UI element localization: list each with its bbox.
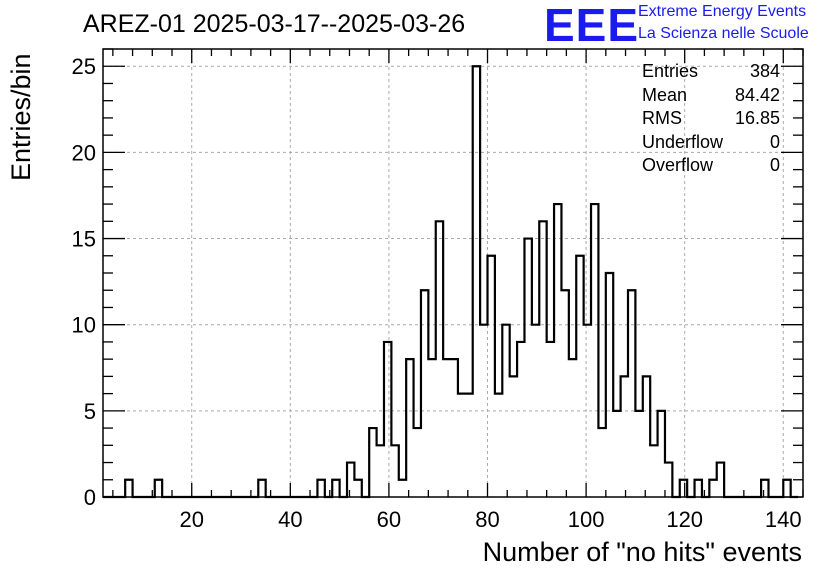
- histogram-bin: [347, 463, 354, 497]
- histogram-bin: [369, 428, 376, 497]
- stats-label: Entries: [642, 61, 699, 81]
- stats-value: 84.42: [734, 84, 780, 105]
- histogram-bin: [155, 480, 162, 497]
- histogram-bin: [414, 428, 421, 497]
- eee-logo: EEE: [544, 0, 640, 51]
- histogram-bin: [125, 480, 132, 497]
- histogram-bin: [561, 290, 568, 497]
- stats-box: Entries 384 Mean 84.42 RMS 16.85 Underfl…: [642, 60, 780, 178]
- histogram-bin: [465, 394, 472, 497]
- stats-label: Underflow: [642, 131, 724, 152]
- logo-line-2: La Scienza nelle Scuole: [638, 25, 809, 42]
- histogram-bin: [554, 204, 561, 497]
- histogram-outline: [103, 65, 799, 499]
- histogram-bin: [709, 480, 716, 497]
- histogram-bin: [391, 445, 398, 497]
- histogram-bin: [665, 463, 672, 497]
- histogram-bin: [613, 411, 620, 497]
- chart-title: AREZ-01 2025-03-17--2025-03-26: [83, 10, 466, 38]
- histogram-bin: [591, 204, 598, 497]
- x-tick-label: 100: [568, 507, 605, 532]
- histogram-bin: [606, 273, 613, 497]
- histogram-bin: [495, 394, 502, 497]
- histogram-bin: [621, 376, 628, 497]
- stats-value: 0: [769, 155, 780, 176]
- histogram-bin: [658, 411, 665, 497]
- stats-value: 0: [769, 131, 780, 152]
- axis-tick-labels: 20 40 60 80 100 120 140 0 5 10 15 20 25: [72, 54, 802, 532]
- x-tick-label: 120: [666, 507, 703, 532]
- x-tick-label: 40: [278, 507, 302, 532]
- histogram-bin: [628, 290, 635, 497]
- histogram-bin: [458, 394, 465, 497]
- histogram-bin: [717, 463, 724, 497]
- y-tick-label: 10: [72, 313, 96, 338]
- histogram-bin: [354, 480, 361, 497]
- histogram-bin: [517, 342, 524, 497]
- logo-line-1: Extreme Energy Events: [638, 3, 807, 20]
- stats-row-underflow: Underflow 0: [642, 131, 780, 155]
- x-tick-label: 80: [475, 507, 499, 532]
- x-tick-label: 60: [377, 507, 401, 532]
- axis-ticks: [103, 48, 804, 498]
- histogram-bin: [421, 290, 428, 497]
- histogram-bin: [428, 359, 435, 497]
- histogram-bin: [406, 359, 413, 497]
- x-tick-label: 20: [179, 507, 203, 532]
- histogram-bin: [598, 428, 605, 497]
- histogram-bin: [643, 376, 650, 497]
- y-tick-label: 20: [72, 140, 96, 165]
- y-tick-label: 15: [72, 227, 96, 252]
- stats-label: Overflow: [642, 155, 714, 176]
- histogram-bin: [332, 480, 339, 497]
- y-tick-label: 0: [84, 485, 96, 510]
- histogram-bin: [473, 66, 480, 497]
- histogram-bin: [650, 445, 657, 497]
- histogram-bin: [258, 480, 265, 497]
- x-tick-label: 140: [765, 507, 802, 532]
- histogram-bin: [680, 480, 687, 497]
- histogram-bin: [695, 480, 702, 497]
- x-axis-label: Number of "no hits" events: [482, 537, 802, 567]
- stats-label: RMS: [642, 108, 682, 129]
- histogram-bin: [761, 480, 768, 497]
- histogram-bin: [539, 221, 546, 497]
- stats-row-overflow: Overflow 0: [642, 154, 780, 178]
- histogram-bars: [103, 65, 799, 499]
- stats-row-rms: RMS 16.85: [642, 107, 780, 131]
- stats-value: 16.85: [734, 108, 780, 129]
- histogram-bin: [317, 480, 324, 497]
- histogram-bin: [451, 359, 458, 497]
- stats-value: 384: [749, 61, 780, 81]
- grid-lines: [103, 49, 803, 497]
- y-axis-label: Entries/bin: [6, 53, 36, 181]
- stats-row-mean: Mean 84.42: [642, 84, 780, 108]
- histogram-bin: [384, 342, 391, 497]
- histogram-bin: [377, 445, 384, 497]
- y-tick-label: 5: [84, 399, 96, 424]
- stats-row-entries: Entries 384: [642, 60, 780, 84]
- histogram-bin: [510, 376, 517, 497]
- histogram-bin: [524, 239, 531, 497]
- histogram-bin: [783, 480, 790, 497]
- histogram-bin: [569, 359, 576, 497]
- histogram-bin: [436, 221, 443, 497]
- histogram-bin: [635, 411, 642, 497]
- histogram-bin: [399, 480, 406, 497]
- histogram-bin: [443, 359, 450, 497]
- histogram-bin: [488, 256, 495, 497]
- histogram-bin: [576, 256, 583, 497]
- stats-label: Mean: [642, 84, 688, 105]
- histogram-bin: [547, 342, 554, 497]
- y-tick-label: 25: [72, 54, 96, 79]
